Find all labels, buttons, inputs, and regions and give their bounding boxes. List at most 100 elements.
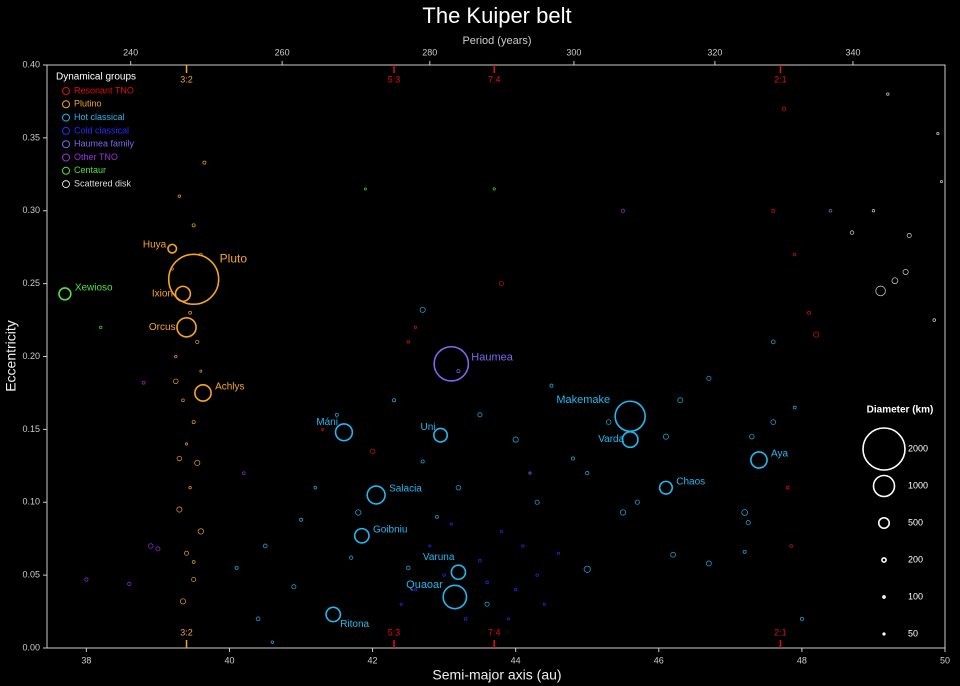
named-point (366, 485, 386, 505)
legend-marker (62, 180, 70, 189)
point (741, 509, 748, 516)
legend-marker (62, 166, 70, 175)
chart-title: The Kuiper belt (422, 3, 571, 28)
named-point (750, 451, 768, 469)
point (455, 484, 462, 491)
point (406, 340, 411, 344)
point (141, 380, 146, 385)
legend-title: Dynamical groups (56, 72, 136, 83)
object-label: Aya (771, 449, 788, 460)
named-point (58, 287, 72, 301)
object-label: Varuna (423, 552, 455, 563)
named-point (176, 316, 197, 338)
size-legend-label: 50 (908, 628, 918, 638)
resonance-label: 7:4 (488, 627, 501, 637)
point (512, 436, 519, 443)
point (456, 369, 461, 374)
point (620, 208, 626, 213)
y-tick-label: 0.00 (22, 642, 40, 652)
point (932, 318, 937, 322)
point (542, 602, 546, 606)
point (420, 459, 425, 464)
legend-label: Centaur (74, 165, 106, 175)
point (528, 471, 532, 475)
size-legend-marker (881, 557, 887, 563)
size-legend-label: 2000 (908, 443, 928, 453)
point (463, 617, 468, 621)
legend-marker (62, 100, 70, 109)
point (242, 471, 246, 475)
x-tick-label: 48 (797, 655, 807, 665)
object-label: Varda (598, 434, 624, 445)
point (179, 598, 186, 605)
point (194, 459, 201, 466)
named-point (621, 431, 639, 449)
x2-tick-label: 260 (275, 47, 290, 57)
point (706, 375, 712, 381)
point (349, 555, 354, 560)
named-point (614, 400, 646, 433)
size-legend-label: 500 (908, 517, 923, 527)
point (173, 378, 179, 384)
resonance-label: 2:1 (774, 627, 787, 637)
y-tick-label: 0.10 (22, 497, 40, 507)
point (355, 509, 362, 516)
x-tick-label: 42 (368, 655, 378, 665)
point (428, 544, 432, 548)
y-tick-label: 0.35 (22, 132, 40, 142)
named-point (167, 243, 178, 254)
point (770, 419, 777, 425)
point (413, 325, 418, 329)
point (202, 160, 207, 165)
object-label: Ixion (152, 288, 173, 299)
y-tick-label: 0.40 (22, 59, 40, 69)
x2-tick-label: 300 (566, 47, 581, 57)
point (334, 412, 339, 417)
point (557, 551, 561, 555)
point (442, 573, 446, 577)
point (891, 277, 899, 285)
resonance-label: 7:4 (488, 74, 501, 84)
x2-tick-label: 320 (707, 47, 722, 57)
point (127, 581, 132, 586)
point (255, 616, 261, 622)
point (299, 517, 303, 522)
point (886, 92, 890, 96)
point (191, 560, 196, 564)
point (749, 433, 755, 440)
point (181, 398, 185, 402)
y-tick-label: 0.20 (22, 351, 40, 361)
point (902, 268, 909, 275)
point (419, 306, 426, 313)
point (184, 442, 189, 446)
point (492, 187, 496, 191)
point (155, 546, 161, 552)
point (197, 528, 204, 535)
point (321, 427, 324, 431)
x2-tick-label: 340 (845, 47, 860, 57)
named-point (194, 384, 212, 402)
point (291, 584, 297, 590)
point (785, 485, 790, 490)
object-label: Salacia (389, 484, 422, 495)
object-label: Ritona (340, 619, 369, 630)
point (199, 369, 203, 373)
point (521, 544, 525, 548)
size-legend-marker (862, 427, 906, 471)
legend-label: Haumea family (74, 139, 135, 149)
point (871, 209, 876, 213)
named-point (167, 253, 220, 306)
point (677, 397, 684, 404)
point (583, 565, 591, 573)
point (485, 580, 489, 585)
point (191, 420, 196, 425)
point (534, 499, 540, 505)
named-point (450, 564, 467, 581)
x2-axis-label: Period (years) (462, 35, 531, 47)
object-label: Goibniu (373, 524, 407, 535)
point (262, 543, 268, 549)
named-point (433, 427, 449, 443)
legend-label: Hot classical (74, 112, 125, 122)
point (789, 544, 793, 548)
